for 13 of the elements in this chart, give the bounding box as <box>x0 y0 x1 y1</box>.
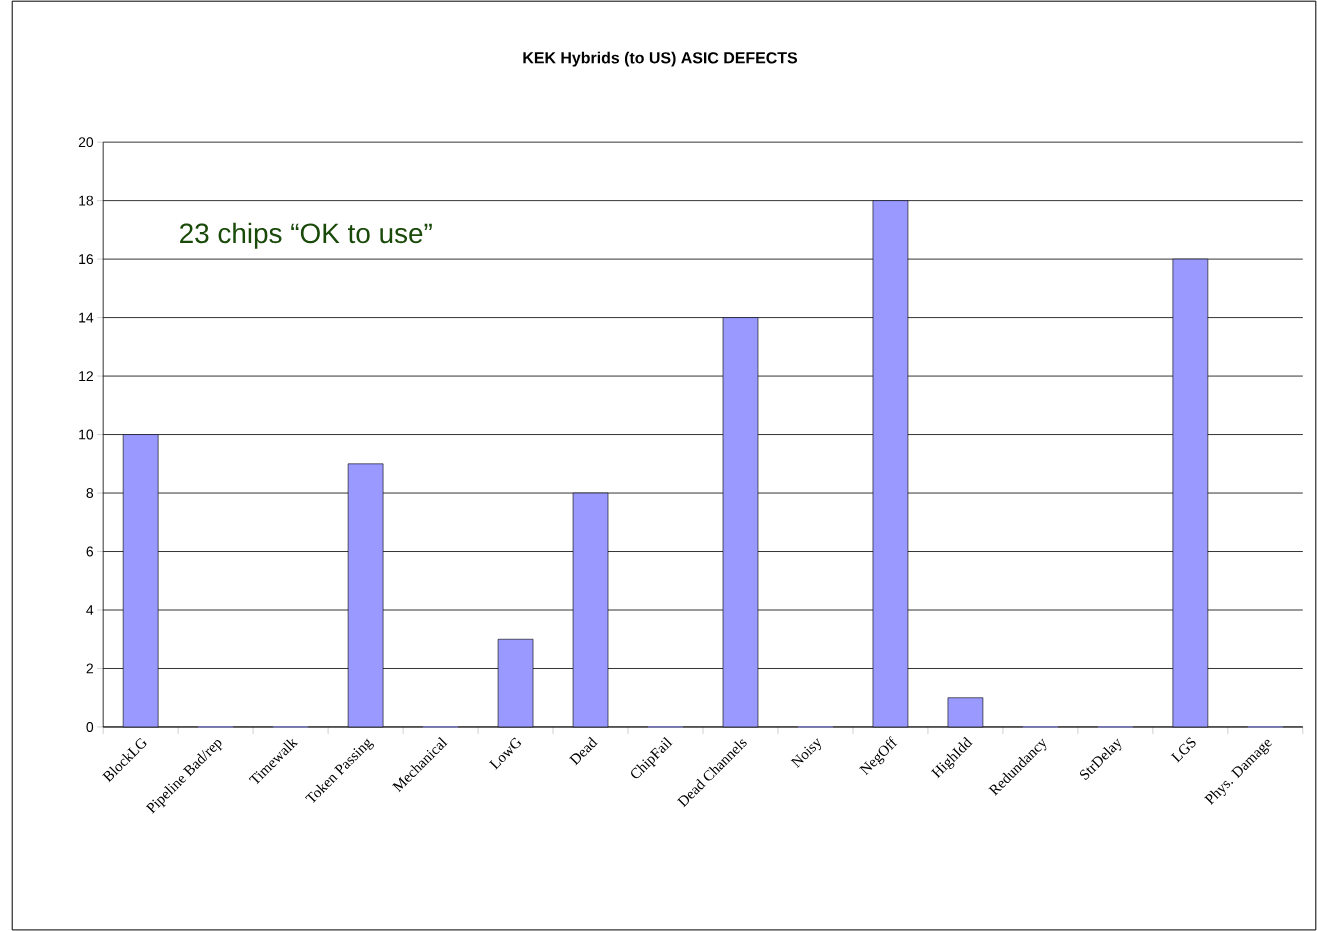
y-tick-label: 4 <box>86 605 94 615</box>
y-tick-label: 6 <box>86 546 94 557</box>
y-tick-label: 12 <box>79 371 93 381</box>
y-tick-label: 8 <box>86 488 94 498</box>
y-tick-label: 0 <box>86 721 94 732</box>
y-tick-label: 10 <box>79 429 94 440</box>
y-tick-label: 14 <box>79 312 94 323</box>
annotation: 23 chips “OK to use” <box>180 222 432 249</box>
y-tick-label: 18 <box>79 195 94 206</box>
y-tick-label: 2 <box>86 663 93 674</box>
y-tick-label: 20 <box>78 137 94 148</box>
y-tick-label: 16 <box>79 254 94 264</box>
chart-title: KEK Hybrids (to US) ASIC DEFECTS <box>523 51 798 67</box>
